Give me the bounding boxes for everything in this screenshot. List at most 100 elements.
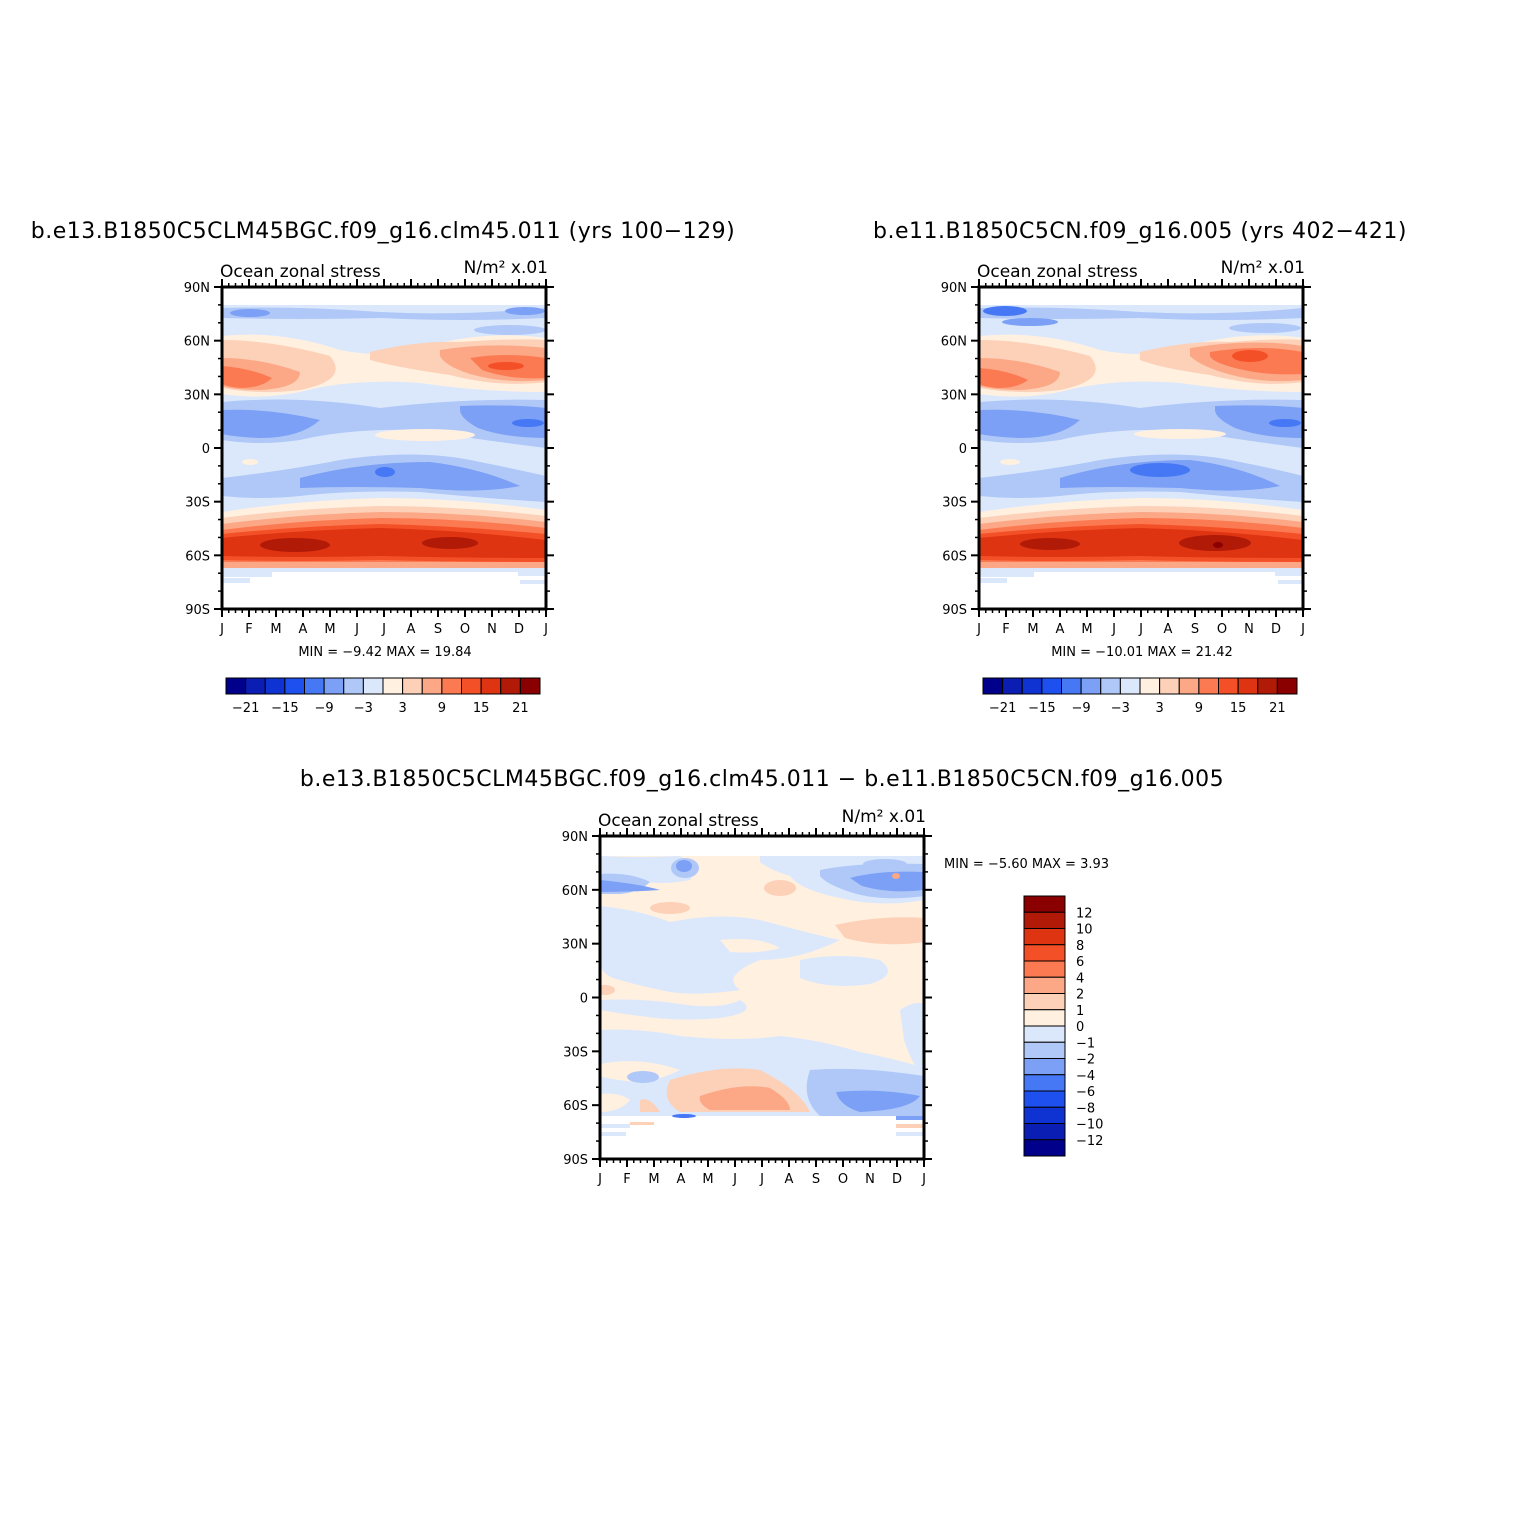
x-tick-label: A xyxy=(1164,622,1173,637)
colorbar-box xyxy=(1002,677,1023,695)
colorbar-label: 6 xyxy=(1076,955,1084,970)
y-tick-label: 0 xyxy=(580,992,588,1007)
x-tick-label: S xyxy=(1191,622,1199,637)
colorbar-box xyxy=(982,677,1004,695)
panel-1-title: b.e13.B1850C5CLM45BGC.f09_g16.clm45.011 … xyxy=(31,219,736,244)
colorbar-box xyxy=(245,677,266,695)
panel-3-right-string: N/m² x.01 xyxy=(842,807,926,827)
colorbar-box xyxy=(304,677,325,695)
colorbar-box xyxy=(1023,1058,1066,1076)
y-tick-label: 30S xyxy=(942,496,967,511)
y-tick-label: 90N xyxy=(562,830,588,845)
panel-2-right-string: N/m² x.01 xyxy=(1221,258,1305,278)
x-tick-label: J xyxy=(921,1172,926,1187)
x-tick-label: M xyxy=(648,1172,659,1187)
x-tick-label: D xyxy=(892,1172,902,1187)
panel-1-stats: MIN = −9.42 MAX = 19.84 xyxy=(298,645,471,660)
colorbar-box xyxy=(1276,677,1298,695)
y-tick-label: 0 xyxy=(959,442,967,457)
colorbar-box xyxy=(1023,993,1066,1011)
x-tick-label: J xyxy=(1138,622,1143,637)
colorbar-label: −9 xyxy=(1072,701,1091,716)
x-tick-label: S xyxy=(434,622,442,637)
colorbar-box xyxy=(1023,1139,1066,1157)
x-tick-label: N xyxy=(1244,622,1254,637)
colorbar-box xyxy=(1178,677,1200,695)
panel-1-colorbar: −21 −15 −9 −3 3 9 15 21 xyxy=(225,677,541,716)
x-tick-label: J xyxy=(1300,622,1305,637)
colorbar-label: −2 xyxy=(1076,1053,1095,1068)
x-tick-label: M xyxy=(270,622,281,637)
y-tick-label: 30N xyxy=(562,938,588,953)
colorbar-box xyxy=(1023,1074,1066,1092)
colorbar-label: −21 xyxy=(232,701,259,716)
colorbar-box xyxy=(1237,677,1259,695)
panel-1-left-string: Ocean zonal stress xyxy=(220,262,381,282)
y-tick-label: 30N xyxy=(941,388,967,403)
y-tick-label: 0 xyxy=(202,442,210,457)
colorbar-box xyxy=(1021,677,1043,695)
colorbar-box xyxy=(343,677,364,695)
colorbar-label: −12 xyxy=(1076,1134,1103,1149)
panel-2-axes: J F M A M J J A S O N D J 90N 60N 30N 0 30S 60S 90S xyxy=(941,279,1311,637)
panel-2-field xyxy=(979,287,1303,609)
colorbar-box xyxy=(1023,1041,1066,1059)
x-tick-label: J xyxy=(732,1172,737,1187)
colorbar-box xyxy=(284,677,305,695)
y-tick-label: 60N xyxy=(562,884,588,899)
colorbar-label: 10 xyxy=(1076,923,1093,938)
y-tick-label: 60N xyxy=(941,335,967,350)
x-tick-label: M xyxy=(1081,622,1092,637)
x-tick-label: M xyxy=(1027,622,1038,637)
x-tick-label: F xyxy=(623,1172,630,1187)
colorbar-label: 3 xyxy=(1155,701,1163,716)
x-tick-label: J xyxy=(759,1172,764,1187)
x-tick-label: M xyxy=(324,622,335,637)
colorbar-box xyxy=(402,677,423,695)
panel-1-field xyxy=(222,287,546,609)
y-tick-label: 90S xyxy=(185,603,210,618)
x-tick-label: A xyxy=(785,1172,794,1187)
colorbar-box xyxy=(1023,960,1066,978)
y-tick-label: 90N xyxy=(941,281,967,296)
panel-1-right-string: N/m² x.01 xyxy=(464,258,548,278)
colorbar-box xyxy=(421,677,443,695)
x-tick-label: J xyxy=(543,622,548,637)
colorbar-label: 21 xyxy=(1269,701,1286,716)
x-tick-label: F xyxy=(1002,622,1009,637)
x-tick-label: M xyxy=(702,1172,713,1187)
y-tick-label: 30S xyxy=(185,496,210,511)
x-tick-label: F xyxy=(245,622,252,637)
panel-1-axes: J F M A M J J A S O N D J 90N 60N 30N 0 30S 60S 90S xyxy=(184,279,554,637)
x-tick-label: J xyxy=(381,622,386,637)
colorbar-label: 12 xyxy=(1076,906,1093,921)
y-tick-label: 90S xyxy=(563,1153,588,1168)
colorbar-label: −21 xyxy=(989,701,1016,716)
x-tick-label: J xyxy=(1111,622,1116,637)
colorbar-box xyxy=(264,677,286,695)
x-tick-label: S xyxy=(812,1172,820,1187)
panel-3-axes: J F M A M J J A S O N D J 90N 60N 30N 0 30S 60S 90S xyxy=(562,828,932,1187)
x-tick-label: O xyxy=(1217,622,1227,637)
colorbar-box xyxy=(441,677,462,695)
colorbar-box xyxy=(1119,677,1141,695)
colorbar-box xyxy=(1080,677,1102,695)
x-tick-label: D xyxy=(1271,622,1281,637)
y-tick-label: 30S xyxy=(563,1045,588,1060)
colorbar-box xyxy=(1023,911,1066,929)
colorbar-box xyxy=(323,677,345,695)
colorbar-box xyxy=(480,677,502,695)
x-tick-label: A xyxy=(1056,622,1065,637)
colorbar-label: 2 xyxy=(1076,988,1084,1003)
colorbar-box xyxy=(1198,677,1219,695)
panel-2-title: b.e11.B1850C5CN.f09_g16.005 (yrs 402−421… xyxy=(873,219,1407,244)
colorbar-box xyxy=(1041,677,1062,695)
panel-1: b.e13.B1850C5CLM45BGC.f09_g16.clm45.011 … xyxy=(31,219,736,716)
panel-2: b.e11.B1850C5CN.f09_g16.005 (yrs 402−421… xyxy=(873,219,1407,716)
colorbar-box xyxy=(1023,928,1066,946)
colorbar-label: 3 xyxy=(398,701,406,716)
x-tick-label: A xyxy=(407,622,416,637)
y-tick-label: 90N xyxy=(184,281,210,296)
colorbar-label: −8 xyxy=(1076,1101,1095,1116)
